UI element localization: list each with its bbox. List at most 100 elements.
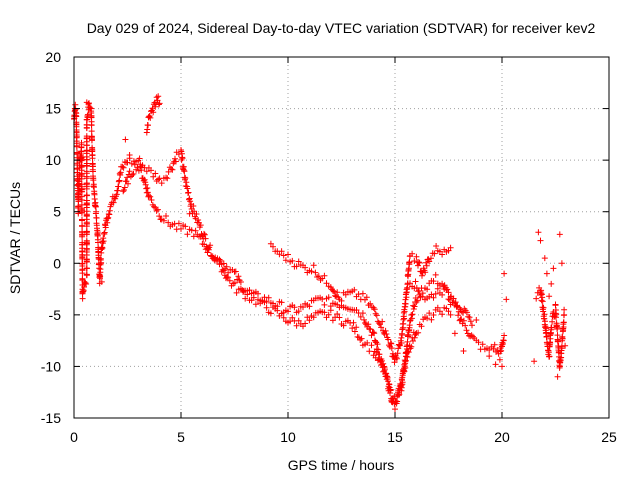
data-point — [131, 161, 138, 168]
data-point — [136, 155, 143, 162]
x-tick-labels: 0 5 10 15 20 25 — [70, 429, 617, 445]
data-point — [552, 301, 559, 308]
data-point — [412, 278, 419, 285]
data-point — [125, 180, 131, 187]
data-point — [413, 253, 420, 260]
data-point — [377, 356, 383, 363]
data-point — [550, 265, 557, 272]
data-point — [321, 301, 328, 308]
data-point — [193, 211, 200, 217]
data-point — [310, 262, 317, 269]
data-point — [83, 170, 90, 177]
chart-title: Day 029 of 2024, Sidereal Day-to-day VTE… — [87, 20, 596, 36]
data-point — [154, 206, 161, 213]
y-tick-label: 0 — [53, 255, 61, 271]
data-point — [120, 188, 127, 195]
data-point — [561, 306, 568, 313]
data-point — [116, 177, 123, 184]
data-point — [185, 189, 192, 196]
x-axis-title: GPS time / hours — [288, 457, 395, 473]
data-point — [432, 290, 439, 297]
data-point — [501, 332, 508, 339]
data-point — [558, 343, 565, 350]
data-point — [374, 341, 381, 348]
data-point — [463, 309, 470, 316]
data-point — [561, 311, 568, 318]
data-point — [498, 347, 505, 354]
data-point — [379, 318, 386, 325]
data-point — [278, 248, 285, 255]
data-point — [353, 324, 360, 331]
data-point — [432, 271, 439, 278]
data-point — [295, 317, 302, 324]
data-point — [539, 294, 546, 301]
data-point — [443, 286, 450, 293]
data-point — [89, 136, 95, 142]
data-point — [223, 263, 230, 270]
data-point — [201, 230, 207, 237]
data-point — [88, 128, 95, 135]
data-point — [486, 353, 493, 360]
data-point — [415, 329, 422, 336]
data-point — [197, 233, 204, 240]
data-point — [190, 233, 197, 240]
data-point — [278, 310, 285, 317]
data-point — [88, 122, 95, 129]
data-point — [409, 311, 416, 318]
data-point — [423, 262, 430, 269]
data-point — [149, 105, 156, 112]
data-point — [460, 317, 467, 324]
data-point — [98, 259, 105, 266]
data-point — [554, 324, 561, 331]
data-point — [415, 288, 422, 295]
data-point — [285, 251, 291, 258]
data-point — [106, 207, 113, 214]
data-point — [411, 334, 418, 341]
data-point — [359, 290, 366, 297]
data-point — [155, 176, 162, 183]
data-point — [533, 295, 540, 302]
data-point — [152, 170, 159, 177]
data-point — [556, 231, 563, 238]
data-point — [447, 244, 454, 251]
data-point — [265, 294, 272, 301]
data-point — [499, 363, 505, 370]
data-point — [96, 265, 103, 272]
data-point — [383, 370, 390, 377]
data-point — [150, 173, 157, 180]
data-point — [365, 321, 372, 328]
data-point — [543, 270, 550, 277]
data-point — [202, 235, 209, 242]
data-point — [83, 246, 90, 253]
data-point — [204, 249, 211, 256]
data-point — [101, 229, 108, 236]
data-point — [408, 343, 415, 350]
data-point — [559, 335, 566, 342]
data-point — [558, 260, 565, 267]
data-point — [398, 340, 405, 346]
data-point — [148, 167, 154, 174]
data-point — [289, 257, 296, 264]
data-point — [366, 348, 373, 355]
data-point — [119, 163, 126, 170]
data-point — [83, 192, 90, 199]
data-point — [411, 258, 418, 264]
data-point — [503, 296, 510, 303]
data-point — [89, 155, 96, 162]
data-point — [451, 330, 458, 337]
data-point — [175, 220, 182, 227]
data-point — [233, 289, 240, 296]
data-point — [110, 199, 117, 206]
data-point — [141, 176, 148, 183]
data-point — [99, 238, 106, 245]
data-point — [83, 271, 90, 278]
data-point — [331, 288, 337, 295]
data-point — [155, 93, 162, 100]
data-point — [126, 152, 133, 158]
data-point — [358, 335, 365, 342]
data-point — [447, 294, 454, 300]
data-point — [78, 193, 85, 200]
data-point — [447, 311, 454, 318]
data-point — [393, 400, 400, 407]
data-point — [145, 192, 152, 199]
